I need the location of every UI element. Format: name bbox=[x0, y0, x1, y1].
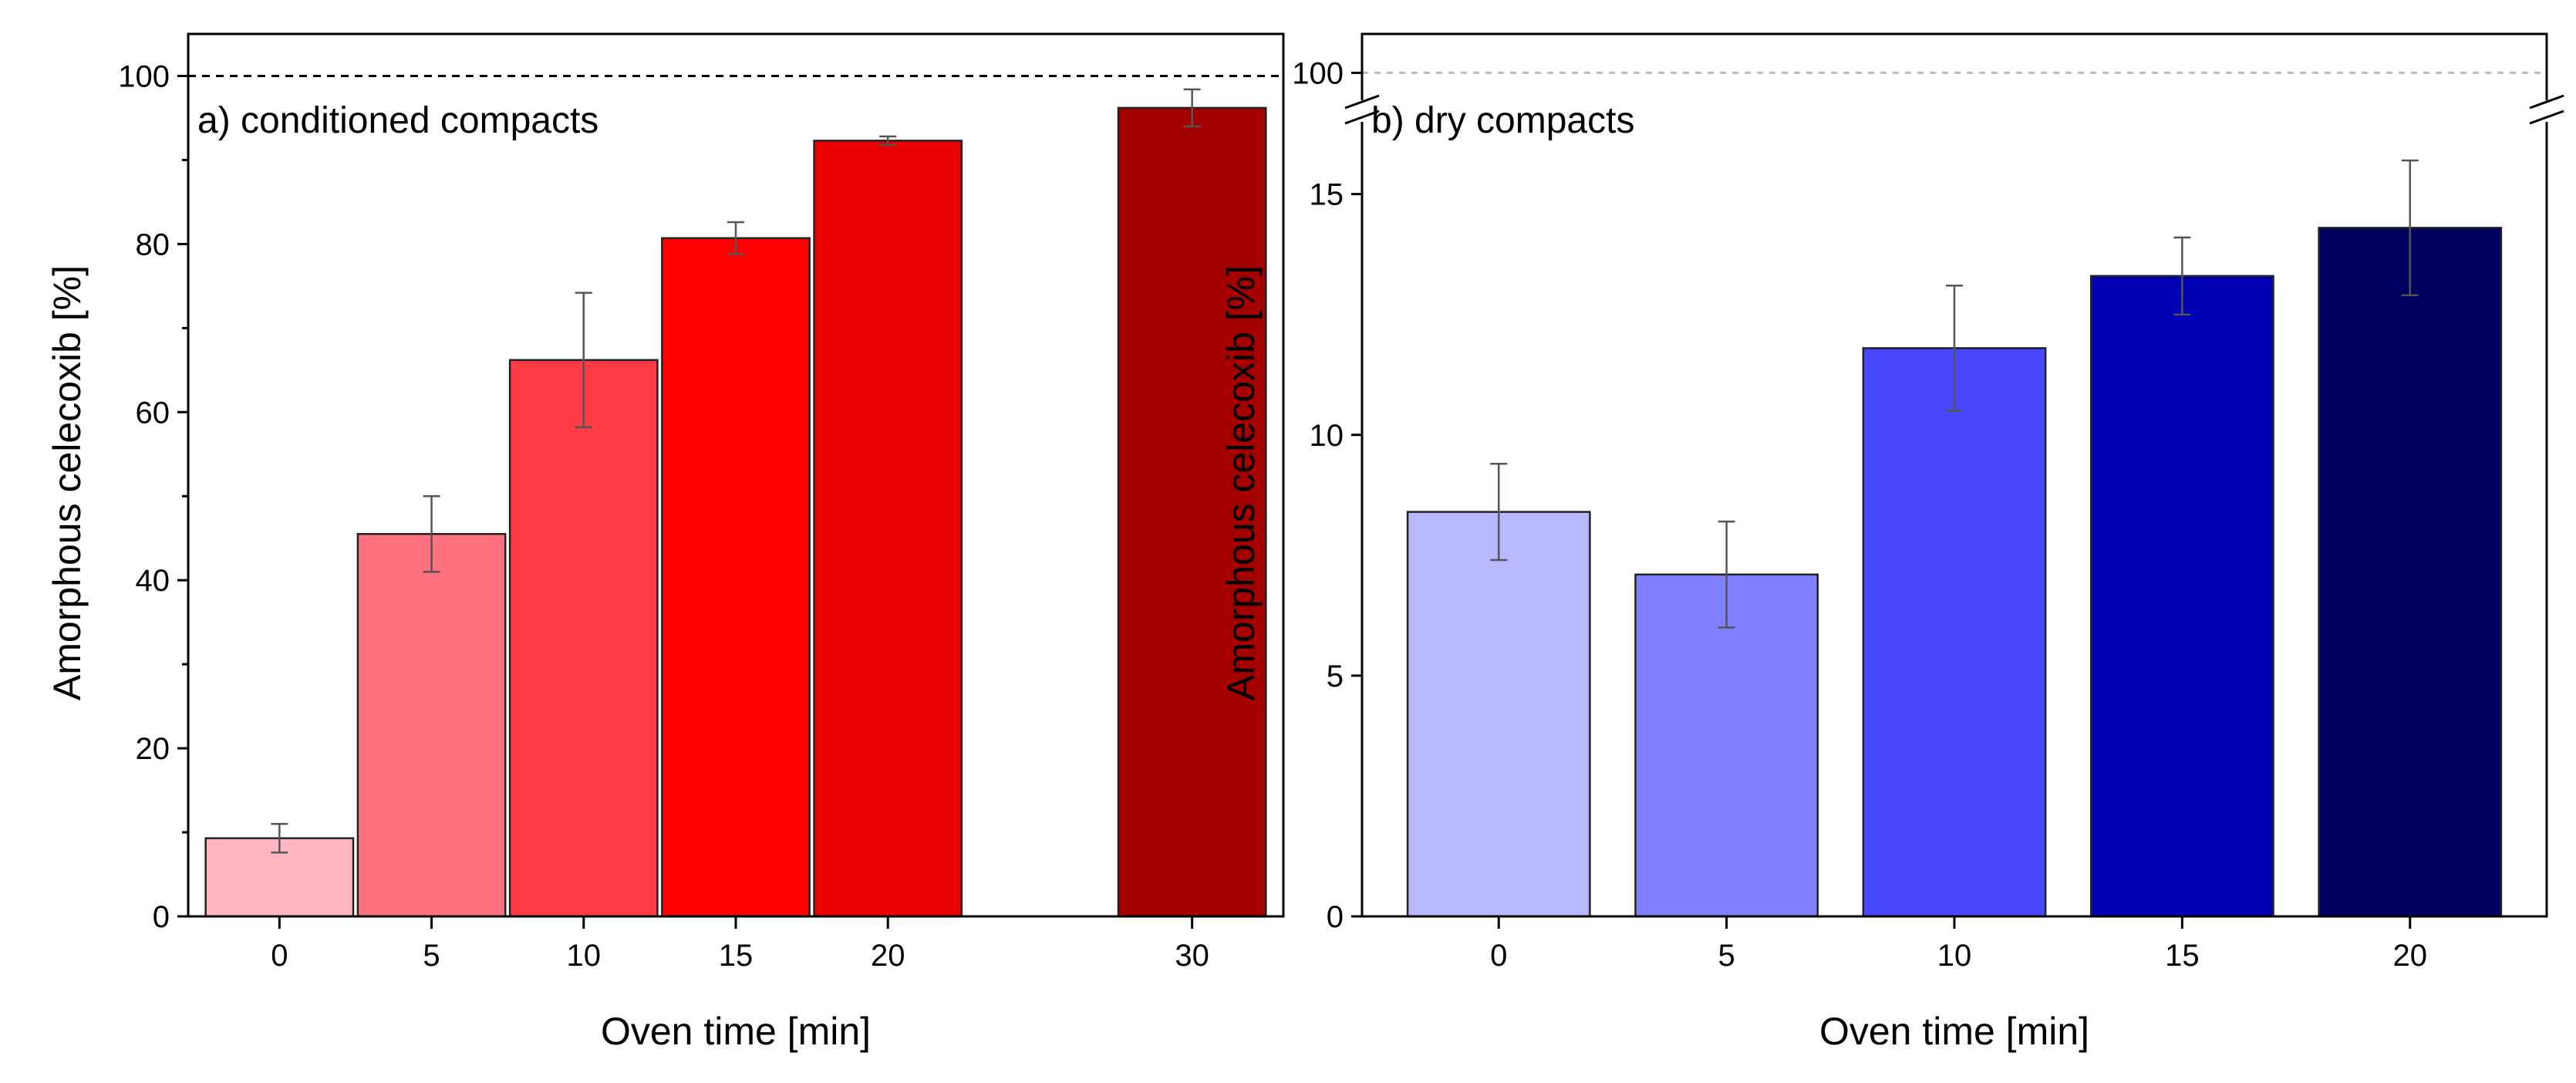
axis-break-mark bbox=[2529, 94, 2564, 110]
panel-b-y-ticks: 0 5 10 15 100 bbox=[1292, 56, 1362, 934]
chart-panel-b: 0 5 10 15 100 0 5 10 15 20 b) dry compacts Oven … bbox=[1219, 32, 2564, 1053]
panel-a-label: a) conditioned compacts bbox=[197, 100, 598, 141]
y-tick-label: 5 bbox=[1327, 660, 1344, 693]
axis-break-mark bbox=[2529, 110, 2564, 125]
panel-a-bars bbox=[204, 106, 1267, 918]
bar-10-min bbox=[1862, 347, 2047, 918]
panel-b-x-ticks: 0 5 10 15 20 bbox=[1490, 916, 2427, 973]
panel-b-y-axis-title: Amorphous celecoxib [%] bbox=[1219, 265, 1263, 700]
bar-0-min bbox=[1406, 511, 1591, 918]
x-tick-label: 30 bbox=[1175, 939, 1209, 973]
x-tick-label: 0 bbox=[271, 939, 288, 973]
bar-15-min bbox=[2089, 275, 2274, 918]
y-tick-label: 60 bbox=[136, 396, 170, 430]
bar-20-min bbox=[2318, 227, 2503, 918]
panel-b-x-axis-title: Oven time [min] bbox=[1819, 1010, 2089, 1053]
panel-a-y-ticks: 0 20 40 60 80 100 bbox=[118, 59, 188, 934]
x-tick-label: 0 bbox=[1490, 939, 1507, 973]
y-tick-label: 20 bbox=[136, 732, 170, 766]
x-tick-label: 10 bbox=[1937, 939, 1972, 973]
x-tick-label: 10 bbox=[567, 939, 602, 973]
y-tick-label: 100 bbox=[118, 59, 170, 93]
x-tick-label: 20 bbox=[2393, 939, 2428, 973]
bar-20-min bbox=[813, 140, 963, 918]
panel-b-bars bbox=[1406, 227, 2503, 918]
chart-panel-a: 0 20 40 60 80 100 0 5 10 15 20 30 a) conditioned c… bbox=[46, 32, 1285, 1053]
y-tick-label: 15 bbox=[1310, 178, 1344, 212]
panel-b-error-bars bbox=[1490, 159, 2419, 629]
x-tick-label: 5 bbox=[1718, 939, 1735, 973]
panel-a-y-axis-title: Amorphous celecoxib [%] bbox=[46, 265, 89, 700]
bar-5-min bbox=[1634, 573, 1819, 918]
x-tick-label: 15 bbox=[2165, 939, 2200, 973]
y-tick-label: 40 bbox=[136, 564, 170, 598]
bar-10-min bbox=[508, 359, 659, 918]
y-tick-label-upper: 100 bbox=[1292, 56, 1344, 90]
panel-a-x-axis-title: Oven time [min] bbox=[601, 1010, 871, 1053]
x-tick-label: 5 bbox=[423, 939, 440, 973]
panel-b-label: b) dry compacts bbox=[1371, 100, 1634, 141]
x-tick-label: 20 bbox=[871, 939, 905, 973]
bar-30-min bbox=[1117, 106, 1267, 918]
panel-a-error-bars bbox=[271, 88, 1201, 854]
bar-5-min bbox=[356, 533, 507, 918]
panel-b-axis-break-marks bbox=[1344, 94, 2564, 125]
y-tick-label: 0 bbox=[1327, 900, 1344, 934]
panel-a-x-ticks: 0 5 10 15 20 30 bbox=[271, 916, 1209, 973]
x-tick-label: 15 bbox=[719, 939, 754, 973]
axis-break-mark bbox=[1344, 110, 1380, 125]
y-tick-label: 0 bbox=[153, 900, 170, 934]
bar-15-min bbox=[661, 237, 811, 918]
y-tick-label: 80 bbox=[136, 228, 170, 261]
axis-break-mark bbox=[1344, 94, 1380, 110]
y-tick-label: 10 bbox=[1310, 419, 1344, 453]
